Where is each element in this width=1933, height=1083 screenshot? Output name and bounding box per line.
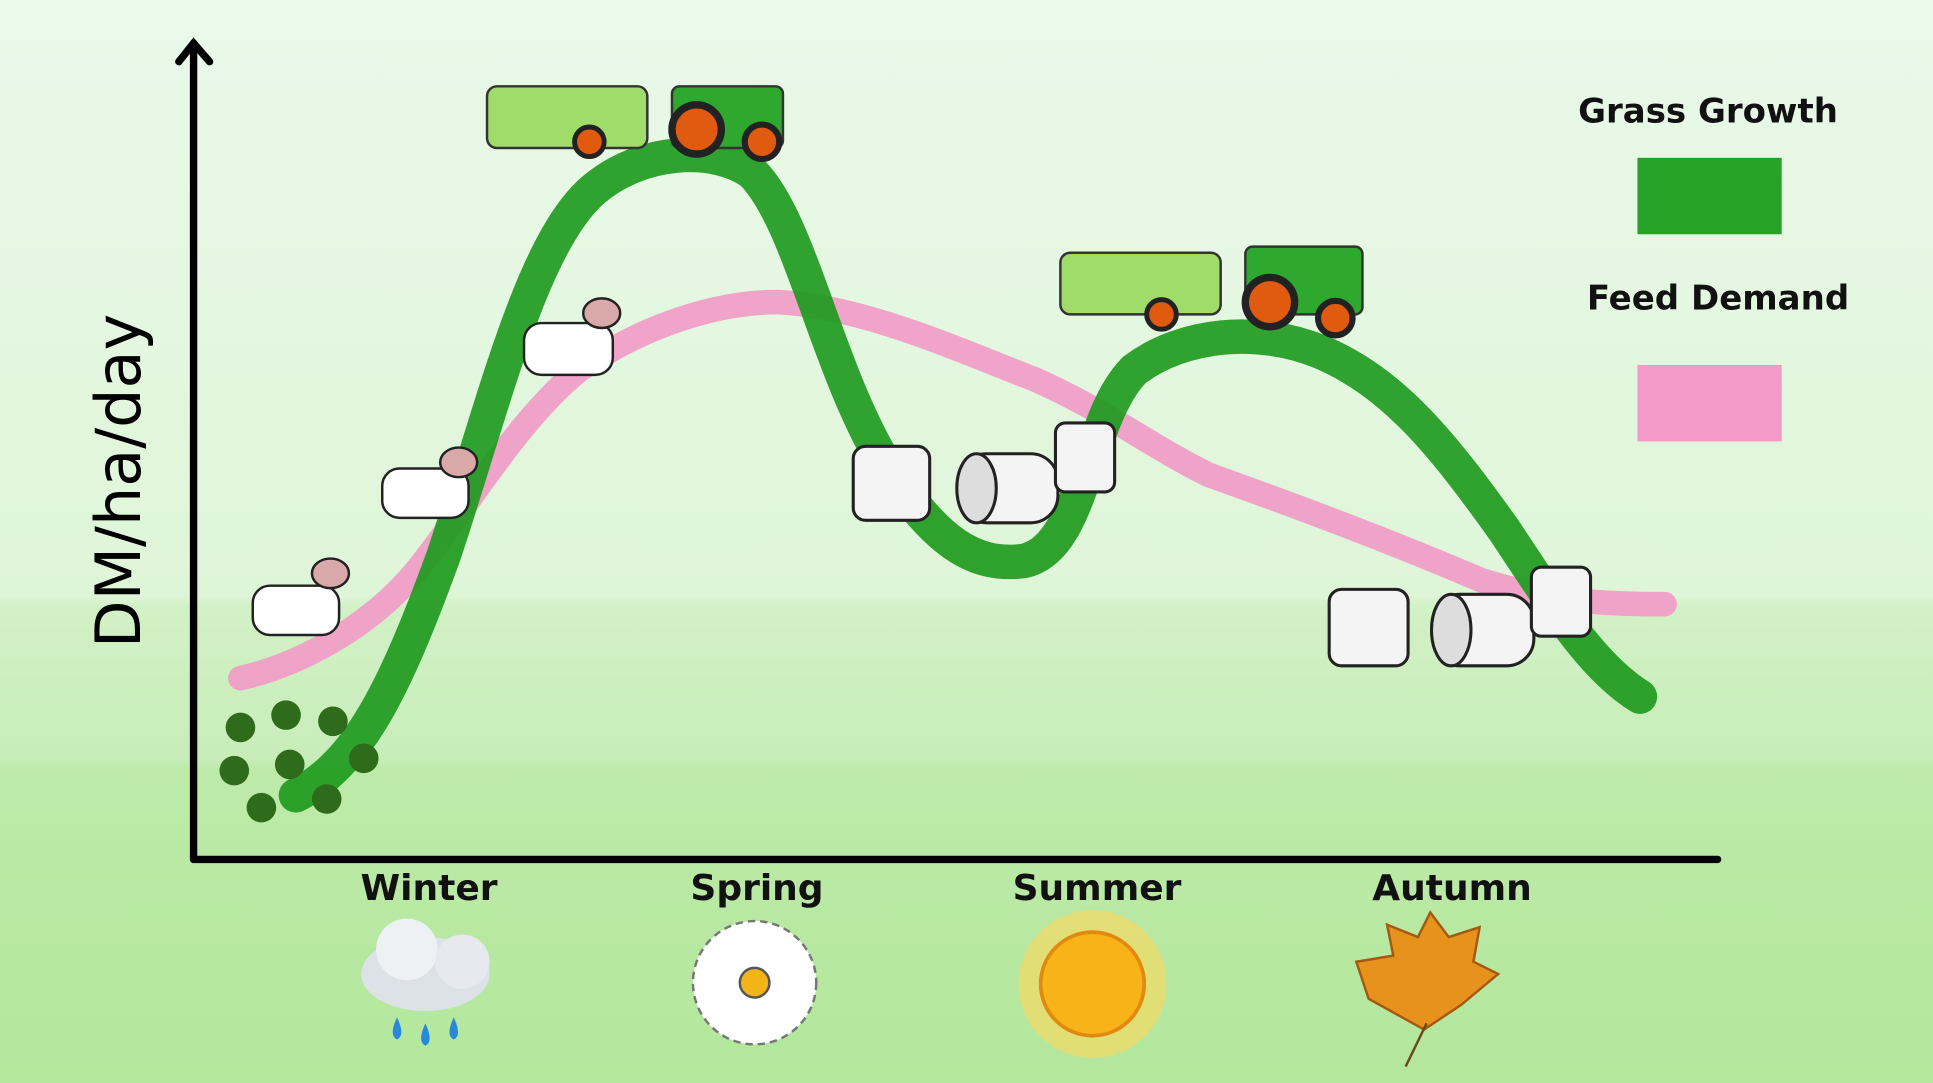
season-label: Winter bbox=[360, 868, 497, 909]
season-label: Autumn bbox=[1372, 868, 1531, 909]
tractor bbox=[487, 86, 783, 159]
y-axis-label: DM/ha/day bbox=[82, 314, 155, 648]
sun-icon bbox=[1018, 910, 1166, 1058]
diagram: DM/ha/day Winter Spring Summer Autumn Gr… bbox=[0, 0, 1933, 1083]
season-label: Summer bbox=[1013, 868, 1182, 909]
legend-swatch bbox=[1637, 158, 1781, 234]
flower-icon bbox=[693, 921, 816, 1044]
legend-label: Feed Demand bbox=[1587, 279, 1849, 319]
season-label: Spring bbox=[690, 868, 823, 909]
legend-swatch bbox=[1637, 365, 1781, 441]
legend-label: Grass Growth bbox=[1578, 92, 1838, 132]
page: {"y_axis_label": "DM/ha/day", "seasons":… bbox=[0, 0, 1933, 1083]
